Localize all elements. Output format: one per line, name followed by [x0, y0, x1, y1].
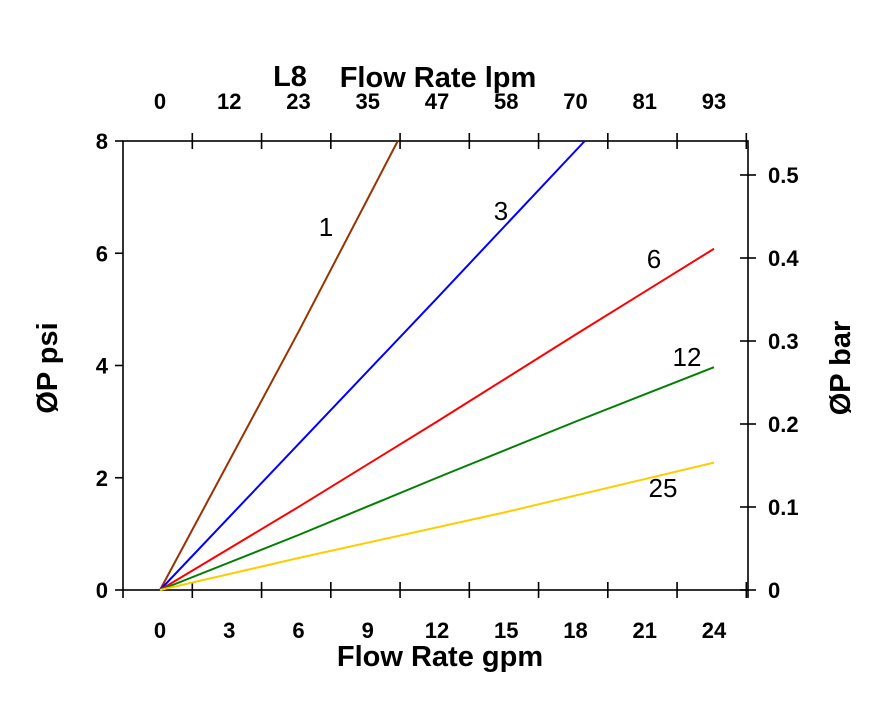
y2-tick-label: 0.4 — [768, 246, 799, 271]
series-line-25 — [159, 461, 715, 591]
y2-tick-label: 0.2 — [768, 412, 799, 437]
axes: 0 3 6 9 12 15 18 21 240 12 23 35 47 58 70 81 930246800.1… — [96, 89, 800, 643]
series-label-25: 25 — [649, 473, 678, 503]
series-line-12 — [159, 366, 715, 591]
x2-tick-label: 12 — [217, 89, 241, 114]
x-tick-label: 0 — [154, 618, 166, 643]
y-tick-label: 4 — [96, 354, 109, 379]
labels: L8 Flow Rate lpm Flow Rate gpm ØP psi ØP… — [32, 61, 857, 673]
x2-tick-label: 0 — [154, 89, 166, 114]
y2-tick-label: 0.1 — [768, 495, 799, 520]
x2-tick-label: 70 — [563, 89, 587, 114]
y2-tick-label: 0 — [768, 578, 780, 603]
chart-title: L8 — [273, 61, 307, 93]
y-tick-label: 2 — [96, 466, 108, 491]
x-tick-label: 9 — [362, 618, 374, 643]
x2-tick-label: 23 — [286, 89, 310, 114]
x2-tick-label: 93 — [702, 89, 726, 114]
x-tick-label: 6 — [292, 618, 304, 643]
y-tick-label: 8 — [96, 129, 108, 154]
series-line-6 — [159, 247, 715, 591]
x-tick-label: 15 — [494, 618, 518, 643]
y2-tick-label: 0.5 — [768, 163, 799, 188]
x-tick-label: 21 — [633, 618, 657, 643]
series-group: 1 3 6 12 25 — [159, 140, 715, 591]
plot-frame — [122, 140, 749, 591]
series-label-12: 12 — [673, 342, 702, 372]
y-axis-title: ØP psi — [32, 322, 64, 413]
x2-axis-title: Flow Rate lpm — [340, 62, 537, 94]
y-tick-label: 0 — [96, 578, 108, 603]
series-label-3: 3 — [494, 196, 508, 226]
series-line-3 — [159, 140, 586, 591]
x2-tick-label: 35 — [356, 89, 380, 114]
x-tick-label: 24 — [702, 618, 727, 643]
y-tick-label: 6 — [96, 241, 108, 266]
y2-tick-label: 0.3 — [768, 329, 799, 354]
x-tick-label: 3 — [223, 618, 235, 643]
y2-axis-title: ØP bar — [825, 321, 857, 416]
series-line-1 — [159, 140, 399, 591]
x2-tick-label: 47 — [425, 89, 449, 114]
x2-tick-label: 81 — [633, 89, 657, 114]
x-tick-label: 12 — [425, 618, 449, 643]
x-axis-title: Flow Rate gpm — [337, 641, 543, 673]
series-label-6: 6 — [647, 244, 661, 274]
series-label-1: 1 — [319, 212, 333, 242]
x-tick-label: 18 — [563, 618, 587, 643]
x2-tick-label: 58 — [494, 89, 518, 114]
